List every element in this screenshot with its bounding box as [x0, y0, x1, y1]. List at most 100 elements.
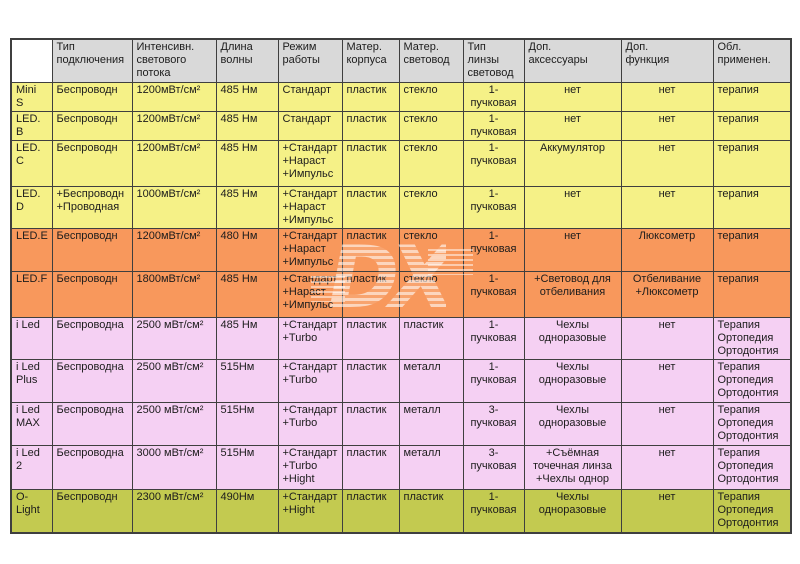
- data-cell: Отбеливание +Люксометр: [620, 270, 714, 318]
- table-row: i Led MAX Беспроводна 2500 мВт/см² 515Нм +Ст…: [10, 401, 792, 446]
- column-header: Тип подключения: [51, 38, 133, 83]
- data-cell: Чехлы одноразовые: [523, 401, 622, 446]
- data-cell: +Стандарт +Turbo: [277, 401, 343, 446]
- data-cell: стекло: [398, 139, 464, 187]
- comparison-table: Тип подключения Интенсивн. светового пото…: [10, 38, 792, 534]
- data-cell: Беспроводн: [51, 227, 133, 272]
- data-cell: Беспроводн: [51, 488, 133, 534]
- column-header: Матер. световод: [398, 38, 464, 83]
- data-cell: пластик: [341, 358, 400, 403]
- data-cell: 3- пучковая: [462, 401, 525, 446]
- table-row: LED.E Беспроводн 1200мВт/см² 480 Нм +Стандар…: [10, 227, 792, 272]
- data-cell: 2500 мВт/см²: [131, 401, 217, 446]
- data-cell: Беспроводн: [51, 81, 133, 112]
- data-cell: нет: [620, 358, 714, 403]
- data-cell: стекло: [398, 110, 464, 141]
- data-cell: Беспроводн: [51, 139, 133, 187]
- column-header: Тип линзы световод: [462, 38, 525, 83]
- data-cell: +Стандарт +Turbo: [277, 316, 343, 360]
- data-cell: терапия: [712, 81, 792, 112]
- data-cell: пластик: [341, 227, 400, 272]
- data-cell: Терапия Ортопедия Ортодонтия: [712, 316, 792, 360]
- table-row: LED. B Беспроводн 1200мВт/см² 485 Нм Стандар…: [10, 110, 792, 141]
- data-cell: Чехлы одноразовые: [523, 316, 622, 360]
- data-cell: Беспроводн: [51, 110, 133, 141]
- data-cell: 485 Нм: [215, 81, 279, 112]
- model-cell: i Led 2: [10, 444, 53, 490]
- data-cell: 1200мВт/см²: [131, 139, 217, 187]
- column-header: Обл. применен.: [712, 38, 792, 83]
- data-cell: 2300 мВт/см²: [131, 488, 217, 534]
- table-header-row: Тип подключения Интенсивн. светового пото…: [10, 38, 792, 83]
- data-cell: +Световод для отбеливания: [523, 270, 622, 318]
- data-cell: нет: [620, 139, 714, 187]
- model-cell: i Led: [10, 316, 53, 360]
- data-cell: Беспроводна: [51, 444, 133, 490]
- data-cell: терапия: [712, 185, 792, 229]
- data-cell: 1- пучковая: [462, 358, 525, 403]
- data-cell: 1800мВт/см²: [131, 270, 217, 318]
- column-header: Доп. функция: [620, 38, 714, 83]
- data-cell: Беспроводна: [51, 401, 133, 446]
- data-cell: 1- пучковая: [462, 139, 525, 187]
- data-cell: нет: [523, 227, 622, 272]
- data-cell: 515Нм: [215, 401, 279, 446]
- data-cell: 1000мВт/см²: [131, 185, 217, 229]
- data-cell: стекло: [398, 185, 464, 229]
- data-cell: стекло: [398, 81, 464, 112]
- data-cell: терапия: [712, 139, 792, 187]
- data-cell: стекло: [398, 227, 464, 272]
- data-cell: Аккумулятор: [523, 139, 622, 187]
- data-cell: Чехлы одноразовые: [523, 488, 622, 534]
- data-cell: Терапия Ортопедия Ортодонтия: [712, 444, 792, 490]
- data-cell: 485 Нм: [215, 185, 279, 229]
- data-cell: 515Нм: [215, 358, 279, 403]
- data-cell: +Стандарт +Нараст +Импульс: [277, 139, 343, 187]
- data-cell: Стандарт: [277, 81, 343, 112]
- data-cell: +Съёмная точечная линза +Чехлы однор: [523, 444, 622, 490]
- model-cell: Mini S: [10, 81, 53, 112]
- model-cell: LED. C: [10, 139, 53, 187]
- data-cell: нет: [620, 444, 714, 490]
- data-cell: 3000 мВт/см²: [131, 444, 217, 490]
- table-row: i Led 2 Беспроводна 3000 мВт/см² 515Нм +Стан…: [10, 444, 792, 490]
- data-cell: нет: [620, 110, 714, 141]
- data-cell: пластик: [341, 316, 400, 360]
- table-row: LED. C Беспроводн 1200мВт/см² 485 Нм +Станда…: [10, 139, 792, 187]
- data-cell: 485 Нм: [215, 270, 279, 318]
- data-cell: нет: [523, 81, 622, 112]
- column-header: Матер. корпуса: [341, 38, 400, 83]
- data-cell: 1- пучковая: [462, 227, 525, 272]
- data-cell: 485 Нм: [215, 110, 279, 141]
- data-cell: металл: [398, 401, 464, 446]
- data-cell: +Стандарт +Нараст +Импульс: [277, 227, 343, 272]
- data-cell: Беспроводн: [51, 270, 133, 318]
- data-cell: пластик: [341, 110, 400, 141]
- data-cell: +Стандарт +Turbo +Hight: [277, 444, 343, 490]
- data-cell: +Стандарт +Нараст +Импульс: [277, 185, 343, 229]
- data-cell: Чехлы одноразовые: [523, 358, 622, 403]
- data-cell: 1200мВт/см²: [131, 227, 217, 272]
- data-cell: пластик: [341, 444, 400, 490]
- data-cell: 1- пучковая: [462, 270, 525, 318]
- model-cell: O- Light: [10, 488, 53, 534]
- data-cell: 1200мВт/см²: [131, 110, 217, 141]
- data-cell: 1- пучковая: [462, 81, 525, 112]
- data-cell: терапия: [712, 110, 792, 141]
- data-cell: терапия: [712, 270, 792, 318]
- data-cell: пластик: [398, 316, 464, 360]
- data-cell: Беспроводна: [51, 316, 133, 360]
- data-cell: стекло: [398, 270, 464, 318]
- data-cell: 490Нм: [215, 488, 279, 534]
- data-cell: 1- пучковая: [462, 185, 525, 229]
- table-row: Mini S Беспроводн 1200мВт/см² 485 Нм Стандар…: [10, 81, 792, 112]
- table-row: LED.F Беспроводн 1800мВт/см² 485 Нм +Стандар…: [10, 270, 792, 318]
- data-cell: +Стандарт +Turbo: [277, 358, 343, 403]
- data-cell: пластик: [341, 488, 400, 534]
- model-cell: i Led Plus: [10, 358, 53, 403]
- data-cell: металл: [398, 444, 464, 490]
- data-cell: Беспроводна: [51, 358, 133, 403]
- table-row: i Led Беспроводна 2500 мВт/см² 485 Нм +Станд…: [10, 316, 792, 360]
- data-cell: 480 Нм: [215, 227, 279, 272]
